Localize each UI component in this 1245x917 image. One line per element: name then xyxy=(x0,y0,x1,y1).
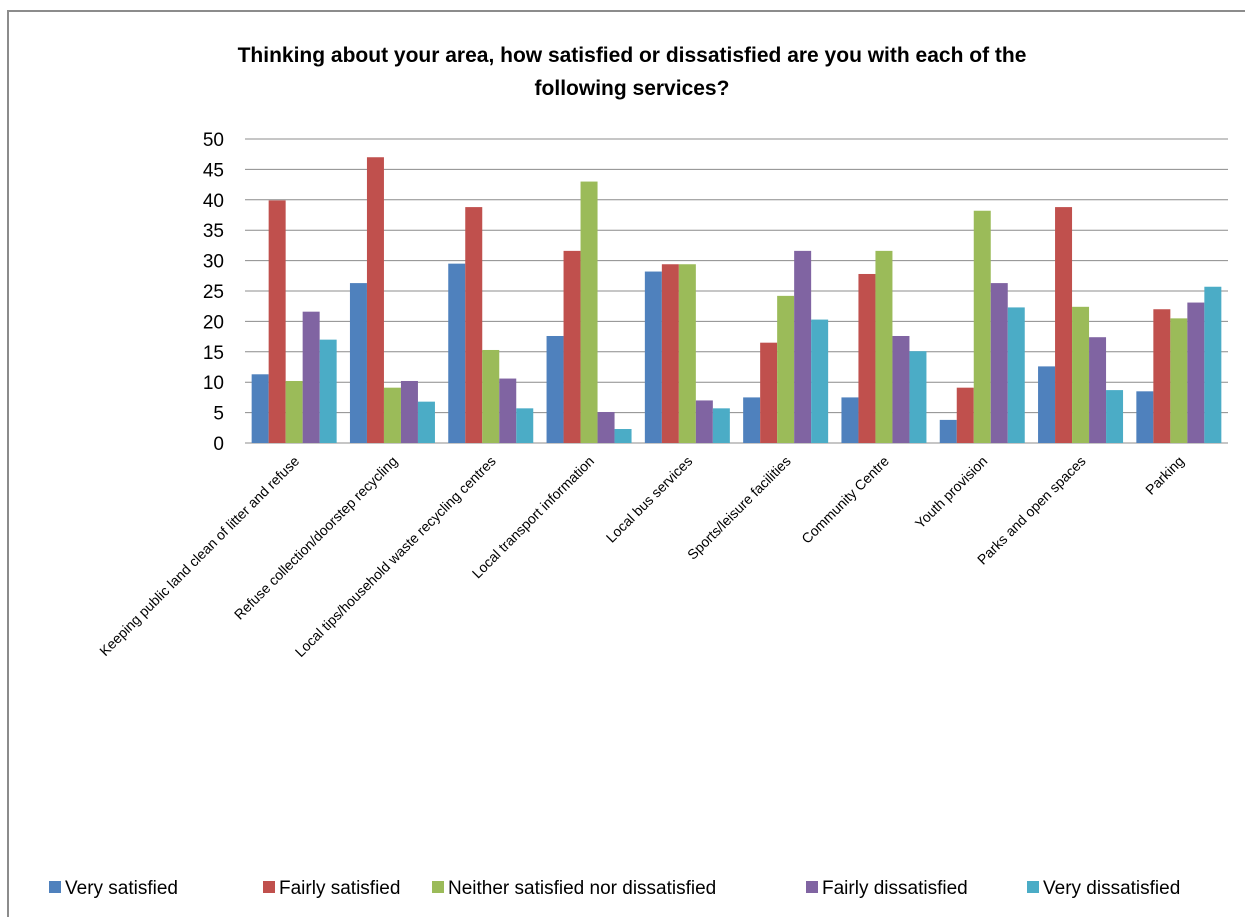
y-tick-label: 50 xyxy=(203,130,224,151)
y-tick-label: 45 xyxy=(203,160,224,181)
bar xyxy=(794,250,812,443)
x-tick-label: Community Centre xyxy=(798,453,892,547)
x-tick-label: Youth provision xyxy=(912,453,991,532)
chart-frame xyxy=(7,10,1245,917)
chart-title-line2: following services? xyxy=(535,77,730,100)
y-tick-label: 35 xyxy=(203,221,224,242)
bar xyxy=(448,263,466,443)
bar xyxy=(546,335,564,443)
y-tick-label: 15 xyxy=(203,343,224,364)
legend-label: Very dissatisfied xyxy=(1043,878,1180,899)
bar xyxy=(661,264,679,443)
bar xyxy=(1007,307,1025,443)
bar xyxy=(875,250,893,443)
bar xyxy=(417,401,435,443)
bar xyxy=(268,200,286,443)
bar xyxy=(939,419,957,443)
x-tick-label: Local tips/household waste recycling cen… xyxy=(292,453,499,660)
bar xyxy=(302,311,320,443)
bar xyxy=(1153,309,1171,443)
bar xyxy=(678,264,696,443)
bar xyxy=(1038,366,1056,443)
y-tick-label: 10 xyxy=(203,373,224,394)
bar xyxy=(695,400,713,443)
bar xyxy=(811,319,829,443)
y-tick-label: 25 xyxy=(203,282,224,303)
bar xyxy=(465,207,483,443)
y-tick-label: 40 xyxy=(203,191,224,212)
x-tick-label: Keeping public land clean of litter and … xyxy=(96,453,302,659)
legend-swatch xyxy=(263,881,275,893)
bar xyxy=(580,181,598,443)
bar xyxy=(956,387,974,443)
bar xyxy=(743,397,761,443)
bar xyxy=(1106,390,1124,443)
x-tick-label: Local bus services xyxy=(603,453,696,546)
bars xyxy=(251,157,1222,444)
chart-title-line1: Thinking about your area, how satisfied … xyxy=(238,44,1027,67)
bar xyxy=(563,250,581,443)
bar xyxy=(597,411,615,443)
bar xyxy=(1170,318,1188,443)
bar xyxy=(400,380,418,443)
legend: Very satisfied Fairly satisfied Neither sa… xyxy=(49,878,1180,899)
bar xyxy=(973,210,991,443)
y-tick-label: 20 xyxy=(203,312,224,333)
bar xyxy=(349,283,367,443)
legend-swatch xyxy=(806,881,818,893)
y-axis: 0 5 10 15 20 25 30 35 40 45 50 xyxy=(203,130,224,455)
legend-swatch xyxy=(1027,881,1039,893)
y-tick-label: 0 xyxy=(213,434,224,455)
bar xyxy=(1187,302,1205,443)
bar xyxy=(251,374,269,443)
bar xyxy=(614,429,632,443)
legend-swatch xyxy=(432,881,444,893)
bar xyxy=(644,271,662,443)
legend-swatch xyxy=(49,881,61,893)
bar xyxy=(777,295,795,443)
bar xyxy=(285,380,303,443)
legend-label: Fairly satisfied xyxy=(279,878,400,899)
bar xyxy=(366,157,384,444)
bar xyxy=(482,349,500,443)
bar xyxy=(383,387,401,443)
x-tick-label: Refuse collection/doorstep recycling xyxy=(231,453,401,623)
legend-label: Very satisfied xyxy=(65,878,178,899)
bar xyxy=(1089,337,1107,443)
bar xyxy=(760,342,778,443)
bar xyxy=(516,408,534,443)
bar xyxy=(1204,286,1222,443)
legend-label: Fairly dissatisfied xyxy=(822,878,968,899)
x-tick-label: Parking xyxy=(1142,453,1187,498)
x-tick-label: Sports/leisure facilities xyxy=(684,453,794,563)
bar xyxy=(319,339,337,443)
bar xyxy=(858,273,876,443)
bar xyxy=(1055,207,1073,443)
y-tick-label: 5 xyxy=(213,404,224,425)
bar xyxy=(892,335,910,443)
bar xyxy=(1136,391,1154,443)
bar xyxy=(1072,306,1090,443)
bar xyxy=(841,397,859,443)
bar xyxy=(909,351,927,443)
y-tick-label: 30 xyxy=(203,252,224,273)
legend-label: Neither satisfied nor dissatisfied xyxy=(448,878,716,899)
bar xyxy=(499,378,517,443)
x-tick-label: Parks and open spaces xyxy=(974,453,1089,568)
x-axis: Keeping public land clean of litter and … xyxy=(96,453,1187,660)
bar xyxy=(990,283,1008,443)
bar xyxy=(712,408,730,443)
